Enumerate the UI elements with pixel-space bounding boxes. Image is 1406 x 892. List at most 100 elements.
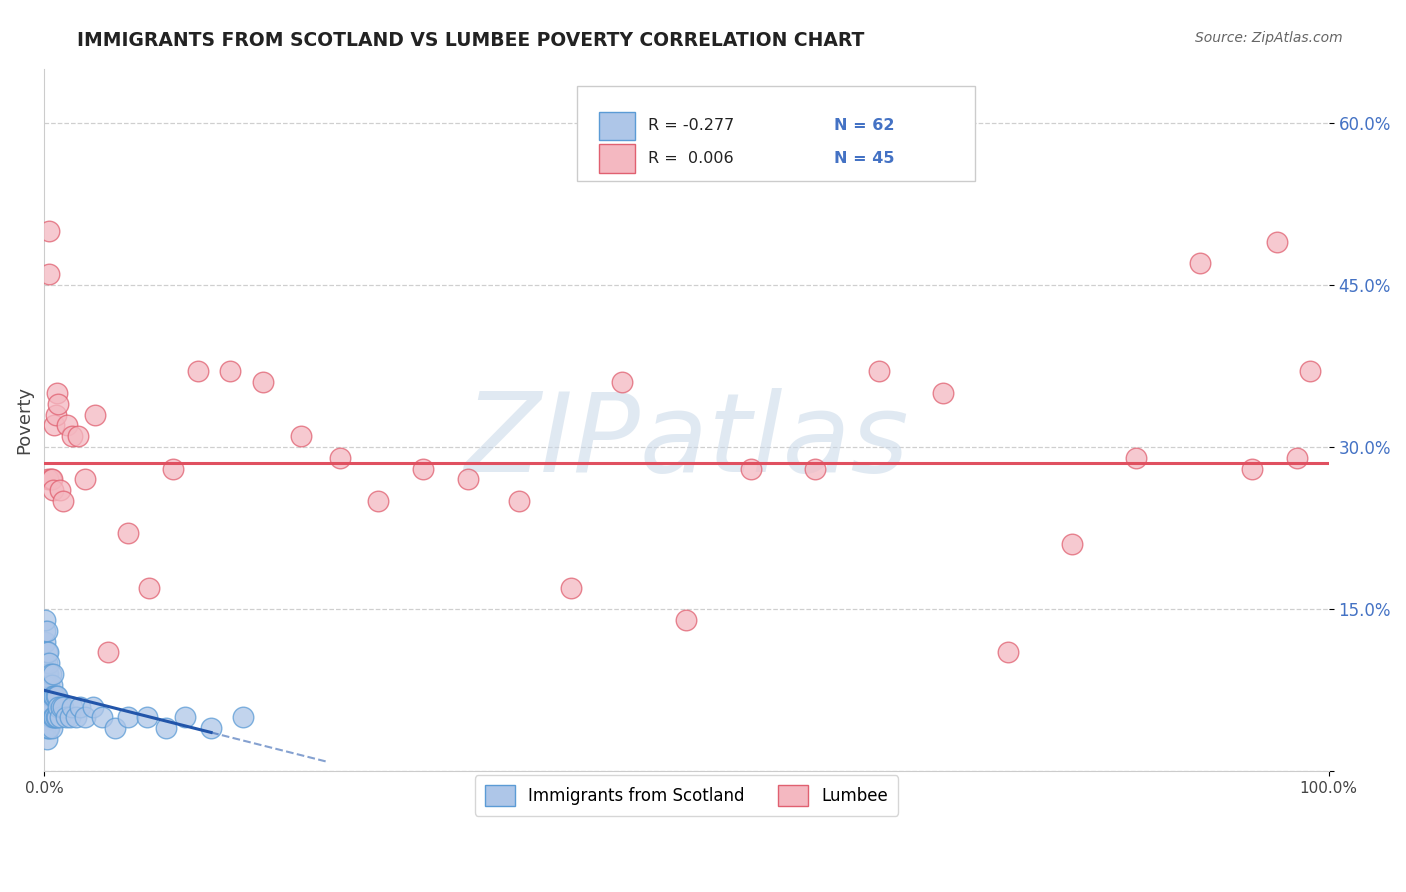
Point xyxy=(187,364,209,378)
Point xyxy=(75,710,97,724)
Point xyxy=(55,710,77,724)
Point xyxy=(804,461,827,475)
Point xyxy=(34,657,56,671)
Text: Source: ZipAtlas.com: Source: ZipAtlas.com xyxy=(1195,31,1343,45)
Point xyxy=(200,721,222,735)
Point xyxy=(42,689,65,703)
Point xyxy=(37,472,59,486)
Text: N = 45: N = 45 xyxy=(834,151,894,166)
Point xyxy=(135,710,157,724)
Point xyxy=(1298,364,1320,378)
Point xyxy=(59,710,82,724)
Point xyxy=(46,689,69,703)
Point xyxy=(44,689,66,703)
Y-axis label: Poverty: Poverty xyxy=(15,386,32,454)
Point xyxy=(75,472,97,486)
Point xyxy=(41,472,63,486)
Point xyxy=(38,267,60,281)
Point xyxy=(60,429,83,443)
Point xyxy=(39,472,62,486)
Point xyxy=(38,721,60,735)
Point xyxy=(42,483,65,498)
Point xyxy=(84,408,107,422)
Point xyxy=(38,699,60,714)
Text: ZIPatlas: ZIPatlas xyxy=(464,387,908,494)
Point xyxy=(35,710,58,724)
Point xyxy=(39,699,62,714)
Point xyxy=(34,710,56,724)
Point xyxy=(35,645,58,659)
Point xyxy=(560,581,582,595)
Point xyxy=(39,710,62,724)
Legend: Immigrants from Scotland, Lumbee: Immigrants from Scotland, Lumbee xyxy=(475,775,898,816)
Point xyxy=(46,710,69,724)
Point xyxy=(34,667,56,681)
Point xyxy=(34,624,56,638)
Point xyxy=(41,699,63,714)
Point xyxy=(42,667,65,681)
Point xyxy=(37,689,59,703)
Point xyxy=(35,657,58,671)
Point xyxy=(48,710,70,724)
Point xyxy=(232,710,254,724)
Point xyxy=(52,699,75,714)
Point xyxy=(49,699,72,714)
Point xyxy=(174,710,197,724)
Point xyxy=(69,699,91,714)
Point xyxy=(46,699,69,714)
Point xyxy=(932,385,955,400)
Point xyxy=(868,364,890,378)
Point xyxy=(45,710,67,724)
Point xyxy=(37,699,59,714)
Point xyxy=(90,710,112,724)
FancyBboxPatch shape xyxy=(599,112,636,140)
Point xyxy=(39,667,62,681)
Point xyxy=(38,678,60,692)
Point xyxy=(38,657,60,671)
Point xyxy=(34,699,56,714)
Point xyxy=(39,689,62,703)
Point xyxy=(1060,537,1083,551)
Point xyxy=(612,375,634,389)
Point xyxy=(60,699,83,714)
Point xyxy=(35,678,58,692)
Point xyxy=(457,472,479,486)
Point xyxy=(138,581,160,595)
Point xyxy=(162,461,184,475)
Point xyxy=(37,667,59,681)
Point xyxy=(44,418,66,433)
Point xyxy=(45,408,67,422)
Text: IMMIGRANTS FROM SCOTLAND VS LUMBEE POVERTY CORRELATION CHART: IMMIGRANTS FROM SCOTLAND VS LUMBEE POVER… xyxy=(77,31,865,50)
Point xyxy=(34,689,56,703)
Point xyxy=(34,678,56,692)
Point xyxy=(82,699,104,714)
Point xyxy=(66,429,89,443)
Text: N = 62: N = 62 xyxy=(834,119,894,134)
Point xyxy=(41,721,63,735)
Point xyxy=(219,364,242,378)
Point xyxy=(97,645,120,659)
Point xyxy=(997,645,1019,659)
Point xyxy=(1285,450,1308,465)
Point xyxy=(45,689,67,703)
Point xyxy=(38,224,60,238)
Point xyxy=(35,731,58,746)
Point xyxy=(117,526,139,541)
Point xyxy=(104,721,127,735)
Point xyxy=(48,483,70,498)
Point xyxy=(37,645,59,659)
Text: R = -0.277: R = -0.277 xyxy=(648,119,734,134)
Point xyxy=(740,461,762,475)
Point xyxy=(41,678,63,692)
Point xyxy=(367,494,389,508)
Point xyxy=(52,494,75,508)
Point xyxy=(1189,256,1212,270)
Point xyxy=(675,613,697,627)
Point xyxy=(508,494,530,508)
Point xyxy=(34,721,56,735)
Point xyxy=(1240,461,1263,475)
Point xyxy=(35,699,58,714)
Point xyxy=(290,429,312,443)
Point xyxy=(34,634,56,648)
FancyBboxPatch shape xyxy=(599,145,636,172)
